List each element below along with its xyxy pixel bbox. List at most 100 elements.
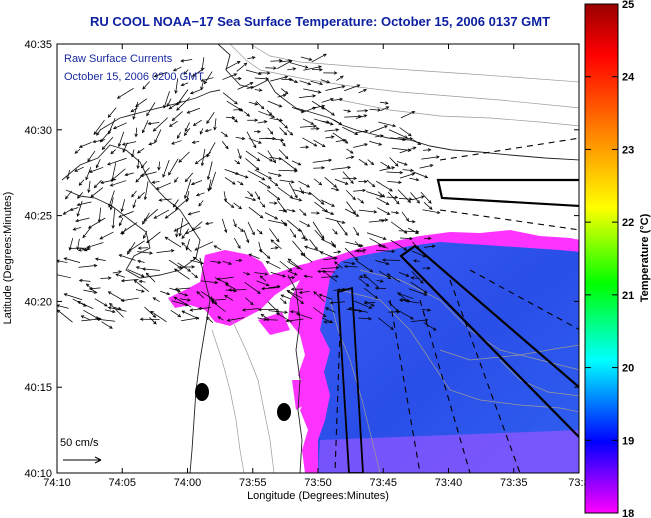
current-vector <box>141 161 148 169</box>
current-vector-head <box>292 67 297 71</box>
current-vector <box>200 81 204 90</box>
current-vector <box>304 246 323 253</box>
current-vector-head <box>420 195 425 199</box>
current-vector-head <box>318 293 323 297</box>
current-vector-head <box>278 59 283 63</box>
current-vector <box>397 189 411 203</box>
current-vector-head <box>319 67 323 72</box>
current-vector-head <box>396 310 401 314</box>
current-vector-head <box>424 318 429 322</box>
current-vector-head <box>178 159 183 163</box>
current-vector <box>332 132 348 144</box>
current-vector <box>332 228 338 235</box>
current-vector <box>335 139 346 143</box>
current-vector <box>150 310 167 323</box>
current-vector-head <box>171 117 176 122</box>
current-vector <box>289 228 296 238</box>
current-vector <box>64 293 83 301</box>
current-vector <box>317 271 336 273</box>
current-vector-head <box>136 165 140 170</box>
current-vector-head <box>137 259 141 264</box>
current-vector-head <box>283 221 288 226</box>
current-vector-head <box>416 200 421 204</box>
current-vector-head <box>87 225 92 229</box>
current-vector-head <box>93 184 98 189</box>
current-vector-head <box>108 203 112 208</box>
current-vector-head <box>206 120 210 124</box>
current-vector-head <box>300 300 304 305</box>
current-vector-head <box>282 209 287 213</box>
current-vector <box>64 257 81 263</box>
current-vector <box>174 268 190 280</box>
current-vector <box>144 306 156 318</box>
current-vector <box>225 283 236 290</box>
current-vector <box>115 273 126 278</box>
current-vector <box>82 226 92 238</box>
current-vector-head <box>260 105 265 110</box>
current-vector-head <box>427 236 432 241</box>
current-vector <box>174 177 179 183</box>
current-vector <box>237 226 244 232</box>
current-vector-head <box>155 186 160 190</box>
current-vector <box>194 241 214 251</box>
current-vector-head <box>329 301 334 305</box>
current-vector <box>95 258 106 261</box>
current-vector <box>346 190 356 200</box>
current-vector <box>276 117 288 129</box>
current-vector <box>245 297 254 306</box>
current-vector-head <box>287 258 292 262</box>
current-vector <box>108 307 127 312</box>
current-vector <box>303 88 321 93</box>
current-vector-head <box>76 246 80 251</box>
current-vector <box>63 209 71 215</box>
current-vector-head <box>321 166 326 170</box>
chart-title: RU COOL NOAA−17 Sea Surface Temperature:… <box>89 14 551 29</box>
current-vector-head <box>168 106 173 110</box>
current-vector <box>346 201 356 214</box>
current-vector-head <box>142 235 147 240</box>
current-vector-head <box>146 239 150 244</box>
x-tick-label: 73:45 <box>369 477 397 489</box>
current-vector <box>130 107 138 113</box>
current-vector <box>325 136 334 139</box>
current-vector <box>214 118 217 130</box>
current-vector <box>267 301 279 313</box>
current-vector <box>135 289 145 292</box>
current-vector-head <box>283 300 287 305</box>
current-vector <box>146 231 161 243</box>
current-vector-head <box>394 195 399 200</box>
current-vector <box>353 143 368 148</box>
current-vector <box>323 257 338 261</box>
current-vector <box>299 291 310 294</box>
current-vector-head <box>189 308 194 312</box>
current-vector-head <box>362 188 367 193</box>
current-vector <box>312 307 326 317</box>
current-vector-head <box>276 238 280 243</box>
current-vector-head <box>153 74 158 78</box>
current-vector-head <box>284 155 289 160</box>
current-vector <box>390 239 407 251</box>
current-vector-head <box>271 114 276 119</box>
current-vector-head <box>326 80 331 84</box>
current-vector-head <box>184 293 189 297</box>
current-vector <box>137 159 140 169</box>
current-vector <box>66 169 71 180</box>
current-vector-head <box>241 308 246 312</box>
current-vector <box>244 282 261 294</box>
current-vector-head <box>157 166 161 171</box>
current-vector <box>192 67 205 77</box>
current-vector <box>175 287 191 290</box>
current-vector <box>399 311 414 320</box>
colorbar-tick-label: 21 <box>622 290 634 302</box>
current-vector <box>363 287 378 299</box>
y-tick-label: 40:35 <box>24 39 52 51</box>
current-vector-head <box>213 245 218 249</box>
current-vector <box>57 260 68 263</box>
station-marker <box>277 403 291 421</box>
current-vector <box>175 197 190 210</box>
current-vector-head <box>250 85 255 90</box>
dashed-lanes <box>334 137 579 473</box>
current-vector-head <box>409 236 413 241</box>
current-vector-head <box>236 60 241 65</box>
current-vector <box>135 127 138 137</box>
